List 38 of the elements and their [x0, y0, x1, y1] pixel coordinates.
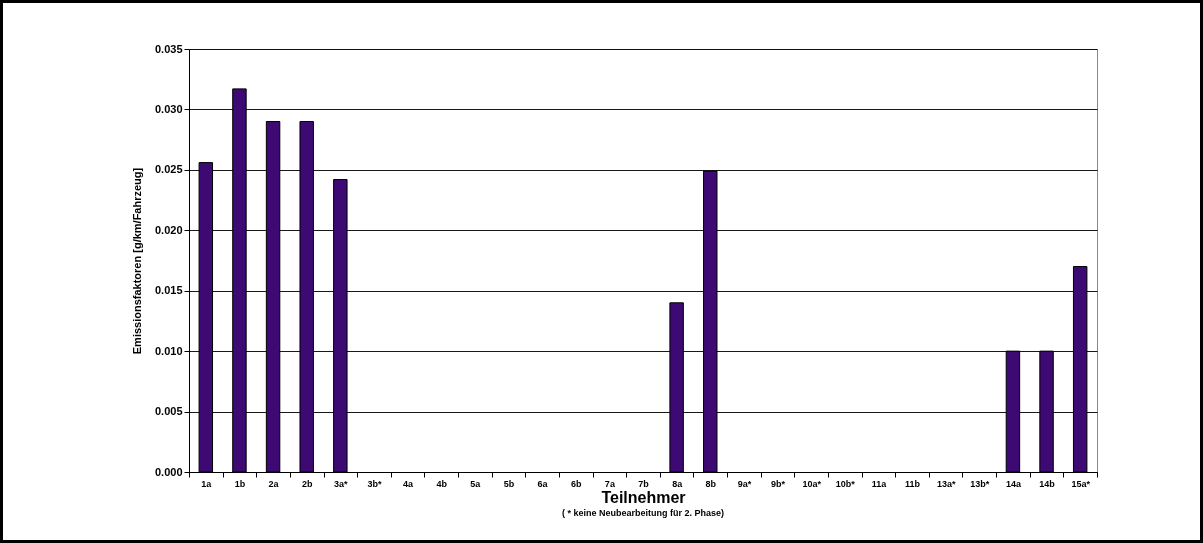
y-tick-label: 0.005 — [154, 405, 183, 418]
x-tick-label: 7b — [638, 478, 650, 489]
y-tick-label: 0.025 — [154, 163, 183, 176]
x-tick-label: 5a — [470, 478, 482, 489]
x-tick-label: 6b — [570, 478, 582, 489]
y-tick-label: 0.000 — [154, 465, 183, 478]
x-tick-label: 3b* — [367, 478, 382, 489]
x-tick-label: 9b* — [771, 478, 786, 489]
x-tick-label: 7a — [604, 478, 616, 489]
x-tick-label: 1b — [234, 478, 246, 489]
text: ( * keine Neubearbeitung für 2. Phase) — [561, 508, 725, 518]
x-tick-label: 10b* — [835, 478, 856, 489]
y-tick-label: 0.020 — [154, 223, 183, 236]
x-tick-label: 10a* — [802, 478, 822, 489]
x-tick-label: 8a — [672, 478, 684, 489]
x-tick-label: 4b — [436, 478, 448, 489]
x-tick-label: 4a — [403, 478, 415, 489]
x-tick-label: 13a* — [936, 478, 956, 489]
x-tick-label: 6a — [537, 478, 549, 489]
x-tick-label: 15a* — [1071, 478, 1091, 489]
y-tick-label: 0.035 — [154, 42, 183, 55]
y-tick-label: 0.030 — [154, 102, 183, 115]
x-tick-label: 14b — [1039, 478, 1056, 489]
x-tick-label: 5b — [503, 478, 515, 489]
x-tick-label: 11a — [871, 478, 888, 489]
y-tick-label: 0.015 — [154, 284, 183, 297]
x-tick-label: 11b — [905, 478, 921, 489]
x-tick-label: 8b — [705, 478, 717, 489]
x-axis-title: Teilnehmer — [601, 488, 686, 506]
x-tick-label: 2a — [268, 478, 280, 489]
x-tick-label: 14a — [1005, 478, 1022, 489]
x-tick-label: 1a — [201, 478, 213, 489]
x-tick-label: 3a* — [334, 478, 349, 489]
y-tick-label: 0.010 — [154, 344, 183, 357]
x-tick-label: 2b — [301, 478, 313, 489]
x-tick-label: 13b* — [970, 478, 990, 489]
y-axis-title: Emissionsfaktoren [g/km/Fahrzeug] — [130, 167, 143, 355]
x-tick-label: 9a* — [737, 478, 752, 489]
